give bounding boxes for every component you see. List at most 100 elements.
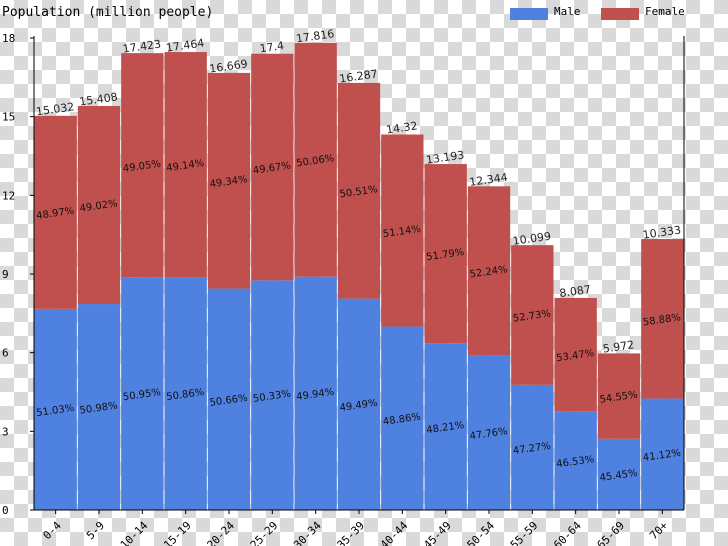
bar-male — [34, 308, 77, 510]
bar-male — [251, 280, 294, 510]
total-label: 16.287 — [339, 67, 379, 85]
y-axis: 0 3 6 9 12 15 18 — [2, 32, 685, 517]
total-label: 10.099 — [512, 230, 552, 248]
x-tick-label: 10-14 — [118, 519, 151, 546]
bar-male — [337, 298, 381, 510]
male-percent-label: 50.66% — [209, 393, 248, 409]
bar-female — [511, 245, 554, 385]
x-tick-label: 65-69 — [595, 519, 628, 546]
bar-male — [164, 277, 207, 510]
x-tick-label: 50-54 — [465, 519, 498, 546]
x-tick-label: 0-4 — [41, 519, 65, 543]
female-percent-label: 52.24% — [469, 264, 508, 280]
bar-male — [121, 277, 164, 510]
total-label: 5.972 — [602, 338, 635, 355]
x-tick-label: 40-44 — [378, 519, 411, 546]
x-tick-label: 25-29 — [248, 519, 281, 546]
bar-female — [467, 186, 511, 356]
female-percent-label: 50.06% — [296, 153, 335, 169]
total-label: 8.087 — [559, 283, 592, 300]
legend-label-male: Male — [554, 5, 581, 18]
total-label: 13.193 — [425, 148, 465, 166]
x-axis: 0-4 5-9 10-14 15-19 20-24 25-29 30-34 35-39 40-4… — [34, 509, 684, 546]
bar-male — [77, 304, 121, 510]
total-label: 16.669 — [209, 57, 249, 75]
bar-female — [251, 53, 294, 281]
y-tick-label: 18 — [2, 32, 15, 45]
x-tick-label: 20-24 — [205, 519, 238, 546]
y-tick-label: 6 — [2, 347, 9, 360]
y-tick-label: 9 — [2, 268, 9, 281]
x-tick-label: 30-34 — [291, 519, 324, 546]
male-percent-label: 51.03% — [36, 403, 75, 419]
x-tick-label: 5-9 — [84, 519, 107, 542]
bar-male — [381, 326, 424, 510]
legend: Male Female — [510, 5, 685, 20]
chart-title: Population (million people) — [2, 5, 213, 20]
female-percent-label: 49.02% — [79, 198, 118, 214]
bar-female — [554, 297, 597, 412]
total-label: 14.32 — [385, 119, 418, 136]
male-percent-label: 50.33% — [252, 389, 291, 405]
bar-male — [554, 411, 597, 510]
bar-male — [294, 276, 337, 510]
male-percent-label: 49.49% — [339, 398, 378, 414]
bar-female — [641, 239, 684, 399]
male-percent-label: 50.86% — [166, 387, 205, 403]
legend-swatch-male — [510, 8, 548, 20]
legend-swatch-female — [601, 8, 639, 20]
total-label: 17.464 — [165, 36, 205, 54]
bar-male — [641, 398, 684, 510]
total-label: 17.816 — [295, 27, 335, 45]
bar-male — [597, 438, 641, 510]
bar-female — [424, 164, 467, 344]
male-percent-label: 47.76% — [469, 426, 508, 442]
female-percent-label: 49.67% — [252, 160, 291, 176]
bar-male — [424, 343, 467, 510]
female-percent-label: 51.14% — [382, 224, 421, 240]
x-tick-label: 35-39 — [335, 519, 368, 546]
y-tick-label: 0 — [2, 504, 9, 517]
female-percent-label: 50.51% — [339, 184, 378, 200]
male-percent-label: 46.53% — [556, 454, 595, 470]
x-tick-label: 15-19 — [161, 519, 194, 546]
female-percent-label: 53.47% — [556, 348, 595, 364]
bar-female — [77, 105, 121, 305]
bar-male — [207, 288, 251, 510]
x-tick-label: 45-49 — [421, 519, 454, 546]
total-label: 15.032 — [35, 100, 75, 118]
y-tick-label: 12 — [2, 189, 15, 202]
female-percent-label: 49.05% — [122, 159, 161, 175]
x-tick-label: 70+ — [647, 519, 671, 543]
male-percent-label: 49.94% — [296, 387, 335, 403]
male-percent-label: 48.86% — [382, 412, 421, 428]
y-tick-label: 15 — [2, 111, 15, 124]
male-percent-label: 48.21% — [426, 420, 465, 436]
female-percent-label: 48.97% — [36, 206, 75, 222]
male-percent-label: 45.45% — [599, 468, 638, 484]
total-label: 17.423 — [122, 38, 162, 56]
x-tick-label: 55-59 — [508, 519, 541, 546]
bar-female — [381, 134, 424, 327]
bars: 15.032 51.03% 48.97% 15.408 50.98% 49.02% 17.4… — [34, 27, 684, 510]
bar-female — [294, 42, 337, 277]
male-percent-label: 50.98% — [79, 400, 118, 416]
y-tick-label: 3 — [2, 425, 9, 438]
bar-female — [34, 115, 77, 309]
bar-female — [597, 353, 641, 439]
total-label: 10.333 — [642, 223, 682, 241]
bar-female — [337, 82, 381, 299]
female-percent-label: 49.14% — [166, 158, 205, 174]
female-percent-label: 49.34% — [209, 174, 248, 190]
bar-female — [164, 52, 207, 278]
female-percent-label: 58.88% — [642, 312, 681, 328]
total-label: 15.408 — [79, 90, 119, 108]
bar-male — [511, 384, 554, 510]
bar-female — [121, 53, 164, 278]
female-percent-label: 52.73% — [512, 308, 551, 324]
bar-male — [467, 355, 511, 510]
total-label: 17.4 — [259, 39, 285, 55]
x-tick-label: 60-64 — [551, 519, 584, 546]
male-percent-label: 41.12% — [642, 448, 681, 464]
